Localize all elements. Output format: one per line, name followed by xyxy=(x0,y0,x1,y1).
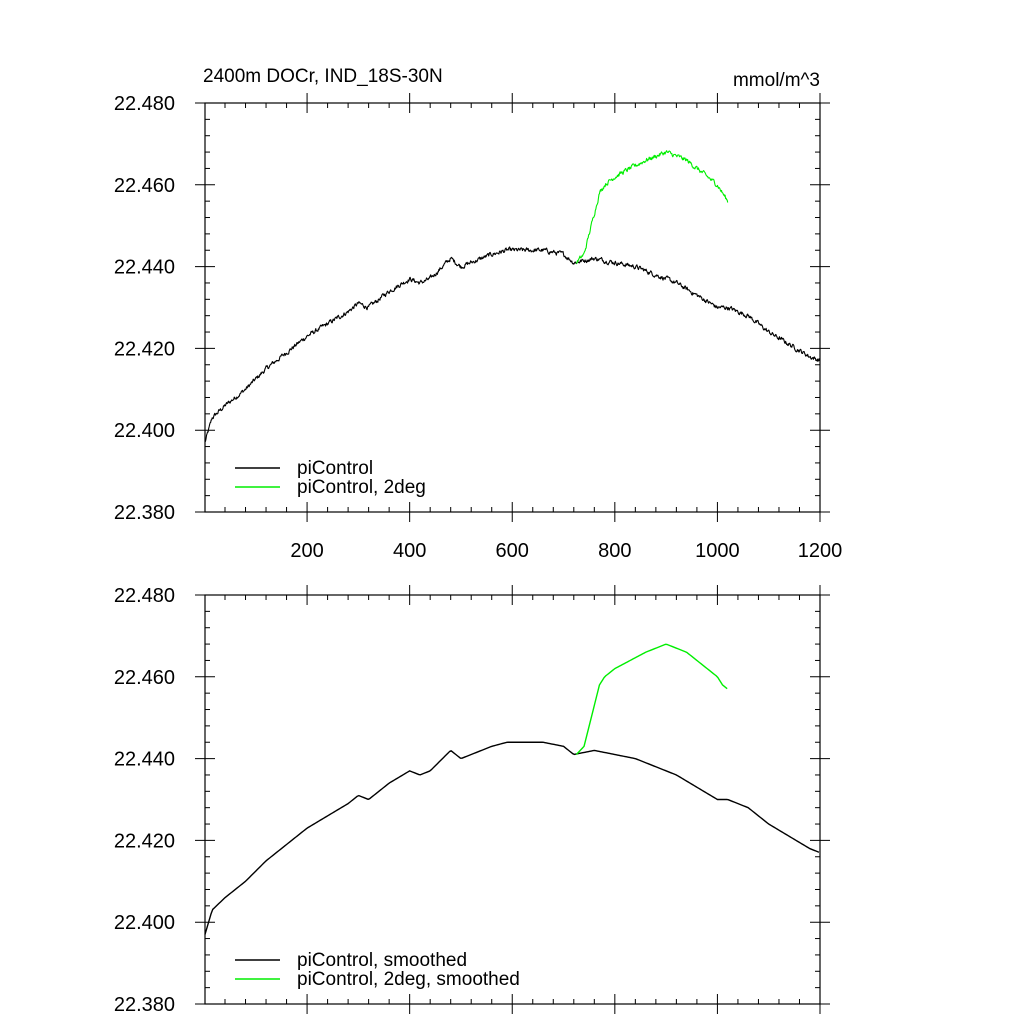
y-tick-label: 22.400 xyxy=(114,912,175,934)
x-tick-label: 600 xyxy=(496,540,529,562)
series-line-0 xyxy=(204,246,821,443)
legend-label: piControl, 2deg, smoothed xyxy=(297,969,520,990)
legend-label: piControl xyxy=(297,458,373,479)
y-tick-label: 22.480 xyxy=(114,93,175,115)
series-line-1 xyxy=(575,150,729,264)
y-tick-label: 22.420 xyxy=(114,830,175,852)
legend-label: piControl, 2deg xyxy=(297,477,426,498)
units-label: mmol/m^3 xyxy=(733,70,820,91)
x-tick-label: 800 xyxy=(598,540,631,562)
y-tick-label: 22.460 xyxy=(114,667,175,689)
y-tick-label: 22.380 xyxy=(114,994,175,1016)
y-tick-label: 22.440 xyxy=(114,749,175,771)
top-panel: 200 400 600 800 1000 1200 22.380 22.400 22.420 22… xyxy=(114,93,842,562)
y-tick-label: 22.460 xyxy=(114,175,175,197)
x-tick-label: 1000 xyxy=(695,540,740,562)
bottom-panel: 22.380 22.400 22.420 22.440 22.460 22.480 piCo… xyxy=(114,585,830,1016)
y-tick-label: 22.440 xyxy=(114,257,175,279)
y-tick-label: 22.420 xyxy=(114,338,175,360)
series-line-0 xyxy=(204,741,820,935)
x-tick-label: 200 xyxy=(290,540,323,562)
chart-title: 2400m DOCr, IND_18S-30N xyxy=(203,66,443,87)
y-tick-label: 22.400 xyxy=(114,420,175,442)
y-tick-label: 22.480 xyxy=(114,585,175,607)
x-tick-label: 1200 xyxy=(798,540,843,562)
legend-label: piControl, smoothed xyxy=(297,950,467,971)
x-tick-label: 400 xyxy=(393,540,426,562)
series-line-1 xyxy=(575,643,728,755)
y-tick-label: 22.380 xyxy=(114,502,175,524)
